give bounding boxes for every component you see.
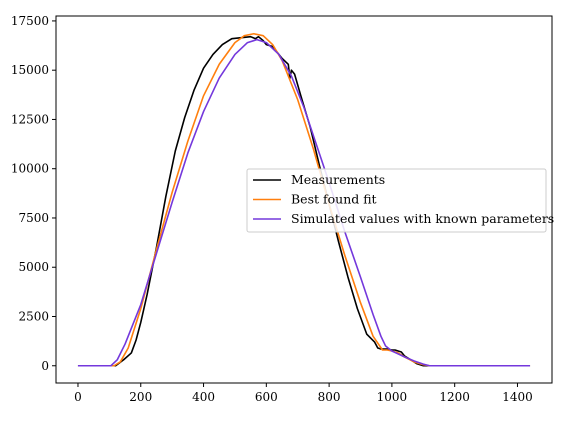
y-tick-label-5: 12500 <box>11 112 49 126</box>
y-tick-label-7: 17500 <box>11 14 49 28</box>
x-tick-label-7: 1400 <box>502 390 533 404</box>
y-tick-label-1: 2500 <box>18 309 49 323</box>
x-tick-label-0: 0 <box>74 390 82 404</box>
y-axis: 0 2500 5000 7500 10000 12500 15000 17500 <box>11 14 56 373</box>
x-tick-label-4: 800 <box>318 390 341 404</box>
y-tick-label-2: 5000 <box>18 260 49 274</box>
y-tick-label-3: 7500 <box>18 211 49 225</box>
x-tick-label-1: 200 <box>129 390 152 404</box>
series-layer <box>77 32 531 367</box>
x-tick-label-5: 1000 <box>377 390 408 404</box>
y-tick-label-6: 15000 <box>11 63 49 77</box>
y-tick-label-4: 10000 <box>11 162 49 176</box>
legend-label-2: Simulated values with known parameters <box>291 211 554 226</box>
x-tick-label-6: 1200 <box>439 390 470 404</box>
legend-box <box>246 168 547 233</box>
x-tick-label-3: 600 <box>255 390 278 404</box>
legend-label-1: Best found fit <box>291 192 377 207</box>
legend-label-0: Measurements <box>291 172 385 187</box>
y-tick-label-0: 0 <box>41 359 49 373</box>
x-axis: 0 200 400 600 800 1000 1200 1400 <box>74 383 533 404</box>
x-tick-label-2: 400 <box>192 390 215 404</box>
series-line-2 <box>77 38 531 367</box>
plot-frame <box>55 15 553 384</box>
legend: Measurements Best found fit Simulated valu… <box>246 168 554 233</box>
